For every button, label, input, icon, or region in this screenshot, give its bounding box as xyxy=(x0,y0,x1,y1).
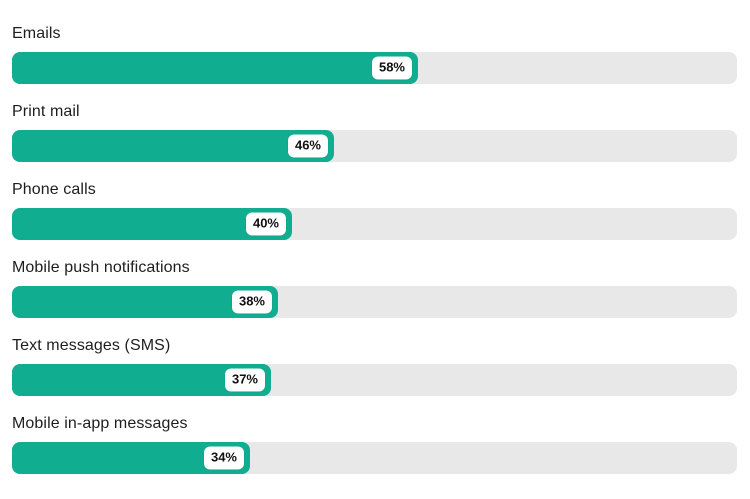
value-badge: 34% xyxy=(203,446,244,470)
bar-track: 34% xyxy=(12,442,737,474)
bar-category-label: Mobile push notifications xyxy=(12,259,190,276)
horizontal-bar-chart: Emails 58% Print mail 46% Phone calls 40… xyxy=(12,24,737,474)
bar-category-label: Mobile in-app messages xyxy=(12,415,188,432)
bar-category-label: Phone calls xyxy=(12,181,96,198)
bar-row: Phone calls 40% xyxy=(12,180,737,240)
bar-category-label: Print mail xyxy=(12,103,80,120)
bar-fill: 46% xyxy=(12,130,334,162)
bar-category-label: Text messages (SMS) xyxy=(12,337,171,354)
bar-track: 58% xyxy=(12,52,737,84)
value-badge: 38% xyxy=(231,290,272,314)
bar-row: Print mail 46% xyxy=(12,102,737,162)
bar-fill: 40% xyxy=(12,208,292,240)
bar-fill: 37% xyxy=(12,364,271,396)
bar-row: Mobile push notifications 38% xyxy=(12,258,737,318)
value-badge: 40% xyxy=(245,212,286,236)
bar-track: 37% xyxy=(12,364,737,396)
bar-row: Text messages (SMS) 37% xyxy=(12,336,737,396)
value-badge: 58% xyxy=(371,56,412,80)
bar-row: Emails 58% xyxy=(12,24,737,84)
bar-track: 46% xyxy=(12,130,737,162)
value-badge: 37% xyxy=(224,368,265,392)
bar-category-label: Emails xyxy=(12,25,61,42)
bar-fill: 34% xyxy=(12,442,250,474)
bar-row: Mobile in-app messages 34% xyxy=(12,414,737,474)
bar-track: 40% xyxy=(12,208,737,240)
bar-fill: 58% xyxy=(12,52,418,84)
bar-fill: 38% xyxy=(12,286,278,318)
value-badge: 46% xyxy=(287,134,328,158)
bar-track: 38% xyxy=(12,286,737,318)
